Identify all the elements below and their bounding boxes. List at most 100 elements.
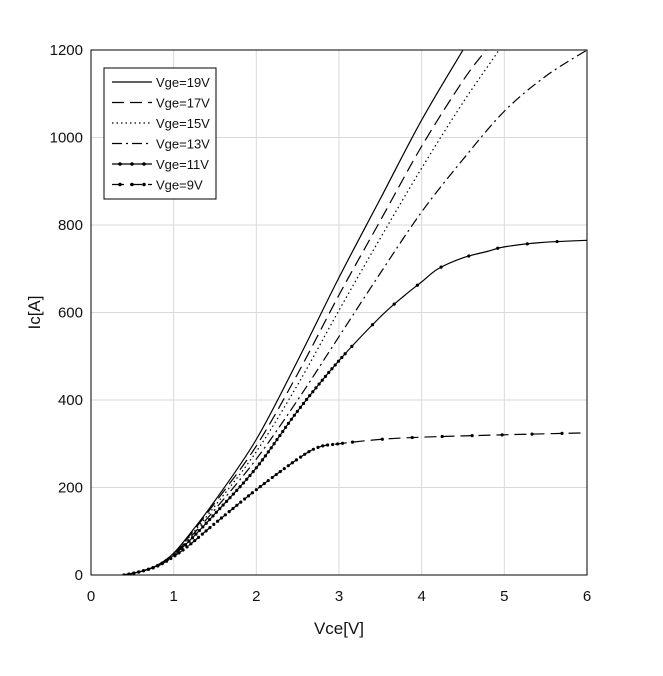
series-marker xyxy=(340,441,345,445)
legend-marker xyxy=(142,162,146,166)
series-marker xyxy=(308,394,312,398)
series-marker xyxy=(282,467,286,471)
x-tick-label-6: 6 xyxy=(583,588,591,605)
series-marker xyxy=(350,344,354,349)
x-tick-label-2: 2 xyxy=(252,588,260,605)
series-marker xyxy=(216,519,220,523)
series-marker xyxy=(274,472,278,477)
series-marker xyxy=(262,481,266,486)
series-marker xyxy=(467,254,471,258)
series-marker xyxy=(181,548,185,552)
x-tick-label-1: 1 xyxy=(169,588,177,605)
legend-marker xyxy=(130,162,134,166)
series-marker xyxy=(307,450,311,454)
series-marker xyxy=(343,352,347,356)
series-marker xyxy=(295,409,299,413)
series-marker xyxy=(269,446,273,450)
series-marker xyxy=(340,355,344,360)
y-tick-label-5: 1000 xyxy=(50,130,83,147)
series-marker xyxy=(311,390,315,394)
series-marker xyxy=(194,532,198,536)
series-marker xyxy=(250,491,255,495)
series-marker xyxy=(204,529,208,533)
series-marker xyxy=(327,370,331,375)
series-marker xyxy=(278,433,282,438)
series-marker xyxy=(303,452,307,456)
series-marker xyxy=(530,432,534,436)
series-marker xyxy=(177,551,181,555)
series-marker xyxy=(218,507,222,511)
series-marker xyxy=(263,454,268,458)
series-marker xyxy=(260,458,265,462)
series-marker xyxy=(500,433,504,437)
series-marker xyxy=(323,374,328,378)
series-marker xyxy=(251,470,255,474)
series-marker xyxy=(440,434,444,439)
y-tick-label-3: 600 xyxy=(58,305,83,322)
x-tick-label-3: 3 xyxy=(335,588,343,605)
series-marker xyxy=(190,536,195,540)
series-marker xyxy=(392,302,396,306)
series-marker xyxy=(231,506,235,511)
series-marker xyxy=(208,518,212,522)
series-line-vge-11v xyxy=(123,239,587,575)
series-marker xyxy=(370,323,375,327)
series-marker xyxy=(156,564,160,568)
series-marker xyxy=(137,570,141,574)
series-marker xyxy=(146,567,150,571)
series-marker xyxy=(283,425,288,430)
series-marker xyxy=(314,386,318,390)
series-marker xyxy=(294,458,299,462)
series-marker xyxy=(160,562,164,566)
series-marker xyxy=(257,462,262,466)
series-marker xyxy=(275,438,279,442)
series-marker xyxy=(439,265,443,269)
legend-marker xyxy=(130,182,134,187)
series-marker xyxy=(298,455,303,459)
series-marker xyxy=(335,442,340,446)
y-axis-label: Ic[A] xyxy=(25,295,44,329)
series-marker xyxy=(326,443,330,447)
series-marker xyxy=(197,528,201,533)
series-marker xyxy=(211,514,215,518)
plot-frame xyxy=(90,49,588,576)
legend-entry-0: Vge=19V xyxy=(156,75,210,90)
series-marker xyxy=(270,475,274,480)
series-marker xyxy=(292,413,296,417)
series-marker xyxy=(214,510,218,514)
legend-marker xyxy=(118,162,122,166)
series-marker xyxy=(304,397,309,402)
series-marker xyxy=(258,485,262,489)
series-marker xyxy=(311,447,315,451)
series-marker xyxy=(223,513,227,517)
legend: Vge=19V Vge=17V Vge=15V Vge=13V Vge=11V Vge=9… xyxy=(103,67,217,200)
series-marker xyxy=(227,510,231,514)
series-marker xyxy=(281,429,285,434)
series-marker xyxy=(245,477,249,481)
x-tick-label-4: 4 xyxy=(417,588,425,605)
series-marker xyxy=(132,571,136,575)
legend-marker xyxy=(118,182,122,187)
series-marker xyxy=(336,359,341,363)
series-marker xyxy=(266,478,270,483)
series-marker xyxy=(224,499,229,503)
series-marker xyxy=(231,492,235,496)
series-marker xyxy=(415,283,419,287)
series-marker xyxy=(410,435,414,440)
series-marker xyxy=(286,421,291,425)
series-marker xyxy=(380,437,384,441)
series-marker xyxy=(317,382,321,386)
series-marker xyxy=(248,473,252,478)
series-marker xyxy=(239,500,243,504)
x-axis-label: Vce[V] xyxy=(314,619,364,638)
series-marker xyxy=(321,444,325,448)
series-marker xyxy=(187,539,191,543)
series-marker xyxy=(333,363,337,367)
series-marker xyxy=(219,516,224,520)
series-marker xyxy=(560,431,564,435)
series-marker xyxy=(212,522,216,526)
series-marker xyxy=(331,442,335,447)
series-marker xyxy=(330,367,334,371)
series-marker xyxy=(201,525,205,529)
